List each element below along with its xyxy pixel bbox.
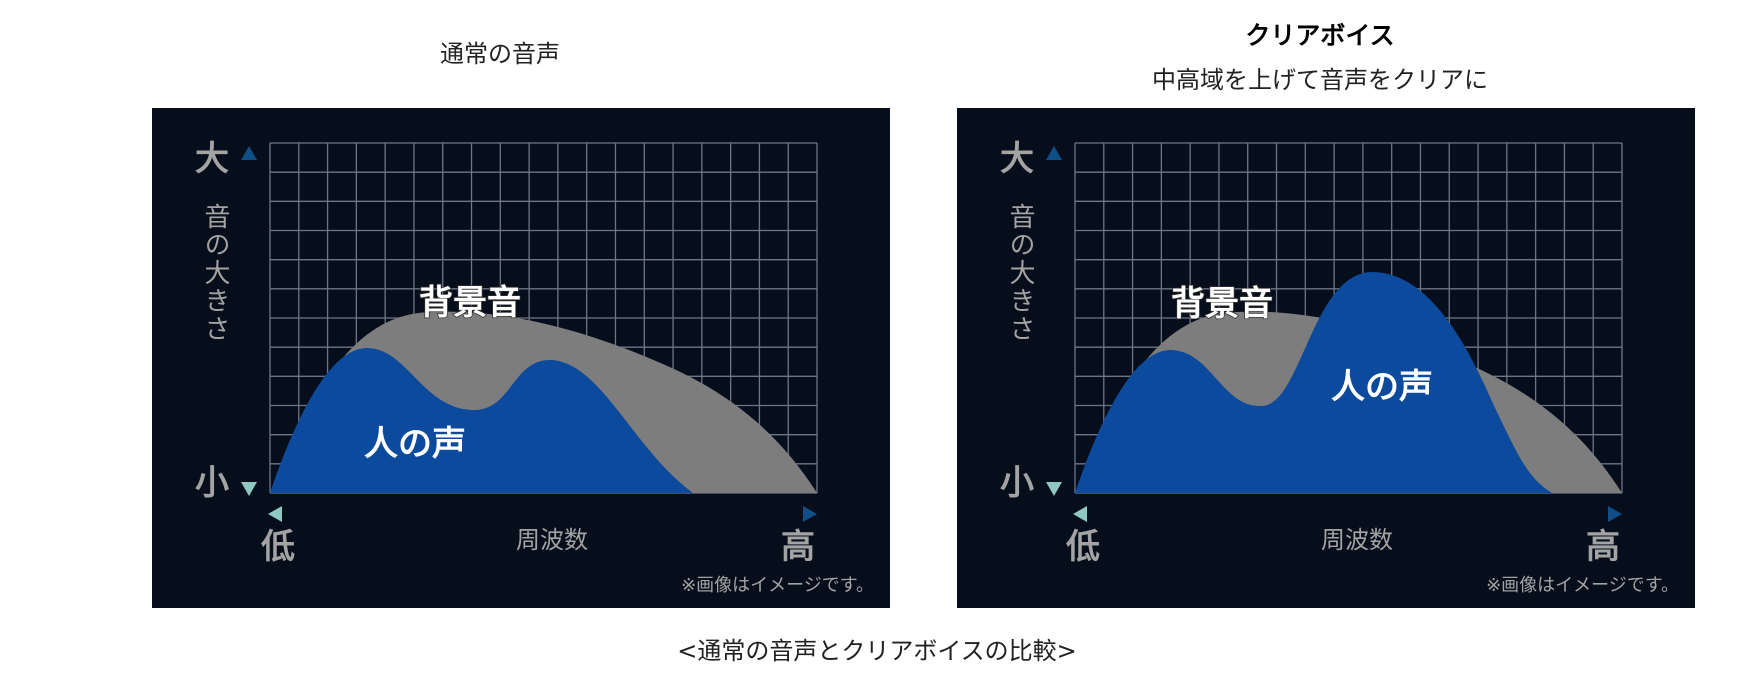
y-axis-arrow-up <box>241 146 257 160</box>
clear-voice-diagram: 大 小 音の大きさ 低 高 周波数 背景音 人の声 ※画像はイメージです。 <box>957 108 1695 608</box>
voice-area <box>270 348 693 493</box>
y-axis-label: 音の大きさ <box>1005 203 1035 343</box>
x-axis-label: 周波数 <box>516 526 588 554</box>
x-axis-arrow-right <box>1608 506 1622 522</box>
x-axis-min-label: 低 <box>1066 527 1100 567</box>
x-axis-label: 周波数 <box>1321 526 1393 554</box>
y-axis-arrow-down <box>1046 482 1062 496</box>
y-axis-max-label: 大 <box>195 139 229 179</box>
y-axis-arrow-down <box>241 482 257 496</box>
voice-area-boosted <box>1075 272 1552 493</box>
image-note: ※画像はイメージです。 <box>1486 575 1679 596</box>
y-axis-min-label: 小 <box>195 463 229 503</box>
background-sound-label: 背景音 <box>1171 284 1273 324</box>
image-note: ※画像はイメージです。 <box>681 575 874 596</box>
y-axis-min-label: 小 <box>1000 463 1034 503</box>
right-panel-title: クリアボイス <box>1245 21 1395 50</box>
x-axis-max-label: 高 <box>1586 527 1620 567</box>
voice-label: 人の声 <box>1331 367 1433 407</box>
voice-label: 人の声 <box>364 424 466 464</box>
background-sound-label: 背景音 <box>419 283 521 323</box>
right-panel-subtitle: 中高域を上げて音声をクリアに <box>1152 66 1488 94</box>
x-axis-arrow-right <box>803 506 817 522</box>
x-axis-max-label: 高 <box>781 527 815 567</box>
x-axis-arrow-left <box>268 506 282 522</box>
normal-voice-diagram: 大 小 音の大きさ 低 高 周波数 背景音 人の声 ※画像はイメージです。 <box>152 108 890 608</box>
y-axis-label: 音の大きさ <box>200 203 230 343</box>
x-axis-arrow-left <box>1073 506 1087 522</box>
left-panel-title: 通常の音声 <box>440 40 560 68</box>
y-axis-max-label: 大 <box>1000 139 1034 179</box>
y-axis-arrow-up <box>1046 146 1062 160</box>
x-axis-min-label: 低 <box>261 527 295 567</box>
figure-caption: <通常の音声とクリアボイスの比較> <box>677 637 1077 665</box>
